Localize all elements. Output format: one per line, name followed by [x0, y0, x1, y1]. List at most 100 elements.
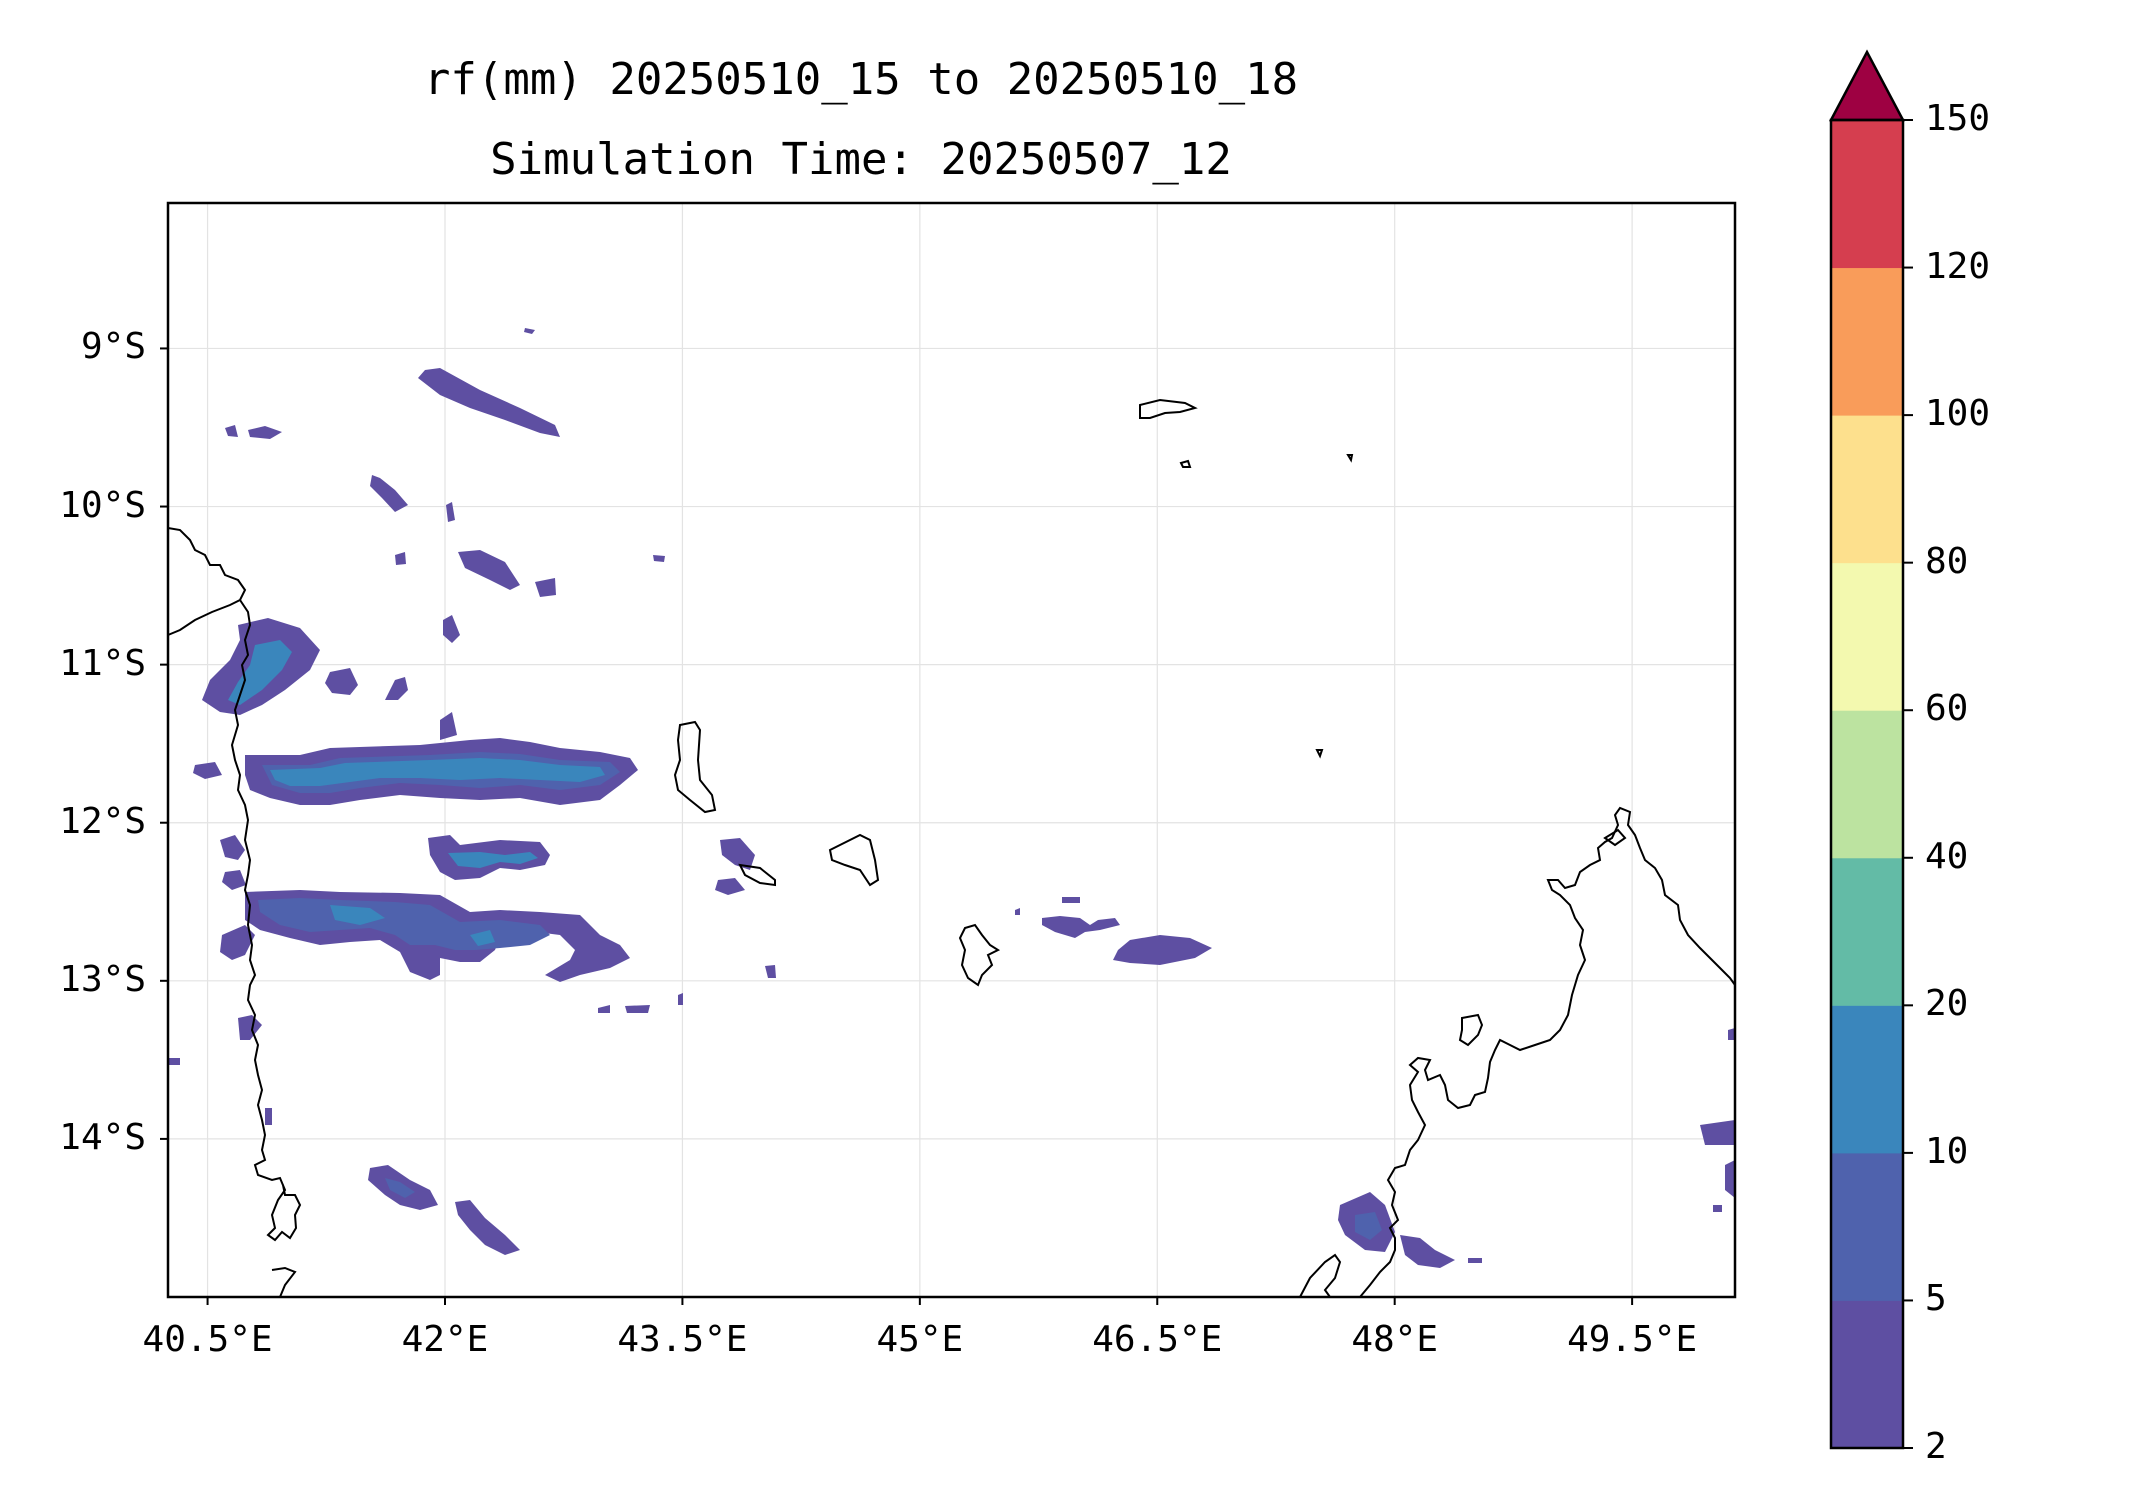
rain-cell	[395, 552, 406, 565]
x-tick-label: 43.5°E	[617, 1319, 748, 1360]
rainfall-contours	[168, 328, 1735, 1268]
colorbar-band	[1831, 710, 1903, 859]
x-tick-marks	[206, 1297, 1634, 1305]
rain-cell	[1400, 1235, 1455, 1268]
colorbar-tick-label: 120	[1925, 245, 1991, 287]
y-tick-marks	[160, 347, 168, 1140]
colorbar-band	[1831, 120, 1903, 269]
coastline-islet	[1315, 749, 1324, 759]
coastline-africa	[230, 599, 302, 1242]
x-tick-label: 49.5°E	[1567, 1319, 1698, 1360]
colorbar-tick-label: 80	[1925, 540, 1969, 582]
rain-cell	[385, 677, 408, 700]
map-panel	[160, 201, 1737, 1305]
rain-cell	[1713, 1205, 1722, 1212]
rain-cell	[765, 965, 776, 978]
colorbar-extend-triangle	[1828, 49, 1906, 122]
gridlines	[168, 203, 1735, 1297]
rain-cell	[446, 502, 455, 522]
coastline-grande-comore	[673, 720, 717, 814]
rain-cell	[1728, 1028, 1735, 1040]
colorbar-tick-label: 5	[1925, 1278, 1947, 1320]
rain-cell	[458, 550, 520, 590]
rain-cell	[455, 1200, 520, 1255]
rain-cell	[385, 1178, 415, 1198]
rain-cell	[330, 905, 385, 925]
coastline-mayotte	[958, 923, 1001, 987]
colorbar-tick-label: 60	[1925, 688, 1969, 730]
title-line-1: rf(mm) 20250510_15 to 20250510_18	[423, 54, 1299, 105]
rain-cell	[1015, 908, 1020, 915]
rain-cell	[220, 925, 255, 960]
rain-cell	[1468, 1258, 1482, 1263]
rain-cell	[715, 878, 745, 895]
rain-cell	[440, 712, 457, 740]
map-frame	[166, 201, 1737, 1299]
y-tick-label: 9°S	[80, 326, 146, 368]
colorbar-band	[1831, 857, 1903, 1006]
rain-cell	[222, 870, 246, 890]
rain-cell	[418, 368, 560, 437]
rain-cell	[228, 640, 292, 705]
rain-cell	[720, 838, 755, 870]
rain-cell	[653, 555, 665, 562]
rain-cell	[220, 835, 245, 860]
rain-cell	[168, 1058, 180, 1065]
colorbar-bands	[1831, 120, 1903, 1449]
rain-cell	[1355, 1212, 1382, 1240]
rain-cell	[265, 1108, 272, 1125]
rain-cell	[1113, 935, 1212, 965]
coastline-africa	[167, 527, 247, 636]
rain-cell	[1042, 916, 1120, 938]
colorbar-tick-label: 150	[1925, 98, 1991, 139]
colorbar-band	[1831, 562, 1903, 711]
colorbar-band	[1831, 267, 1903, 416]
coastlines	[167, 398, 1736, 1298]
coastline-africa	[271, 1266, 297, 1298]
x-tick-label: 40.5°E	[142, 1319, 273, 1360]
rain-cell	[193, 762, 222, 779]
rain-cell	[1725, 1160, 1735, 1198]
colorbar-tick-label: 2	[1925, 1426, 1947, 1467]
coastline-islet	[1139, 398, 1198, 419]
y-tick-label: 11°S	[59, 642, 146, 684]
rain-cell	[270, 758, 605, 786]
rain-cell	[443, 615, 460, 643]
colorbar-frame	[1829, 118, 1905, 1450]
title-line-2: Simulation Time: 20250507_12	[490, 134, 1232, 185]
rain-cell	[678, 993, 683, 1005]
y-tick-label: 13°S	[59, 958, 146, 1000]
rain-cell	[1700, 1120, 1735, 1145]
coastline-madagascar	[1359, 806, 1736, 1298]
y-tick-label: 10°S	[59, 484, 146, 526]
coastline-anjouan	[828, 833, 880, 887]
colorbar-band	[1831, 1300, 1903, 1449]
rain-cell	[448, 852, 538, 868]
coastline-nosy-be	[1458, 1013, 1484, 1047]
rain-cell	[625, 1005, 650, 1013]
colorbar-band	[1831, 1152, 1903, 1301]
rain-cell	[535, 578, 556, 597]
rain-cell	[1062, 897, 1080, 903]
colorbar-tick-marks	[1903, 119, 1913, 1449]
colorbar-tick-label: 100	[1925, 393, 1991, 435]
rain-cell	[238, 1015, 262, 1040]
colorbar-band	[1831, 1005, 1903, 1154]
colorbar	[1828, 49, 1913, 1450]
rain-cell	[598, 1005, 610, 1013]
rain-cell	[225, 425, 238, 437]
y-tick-label: 12°S	[59, 800, 146, 842]
rain-cell	[524, 328, 535, 334]
coastline-madagascar-isles	[1603, 828, 1627, 847]
coastline-islet	[1346, 454, 1354, 463]
coastline-moheli	[738, 863, 776, 887]
x-tick-label: 45°E	[876, 1319, 964, 1360]
rain-cell	[325, 668, 358, 695]
rain-cell	[248, 426, 282, 439]
colorbar-tick-label: 10	[1925, 1130, 1969, 1172]
colorbar-band	[1831, 415, 1903, 564]
x-tick-label: 48°E	[1351, 1319, 1439, 1360]
coastline-islet	[1179, 459, 1192, 468]
x-tick-label: 46.5°E	[1092, 1319, 1223, 1360]
